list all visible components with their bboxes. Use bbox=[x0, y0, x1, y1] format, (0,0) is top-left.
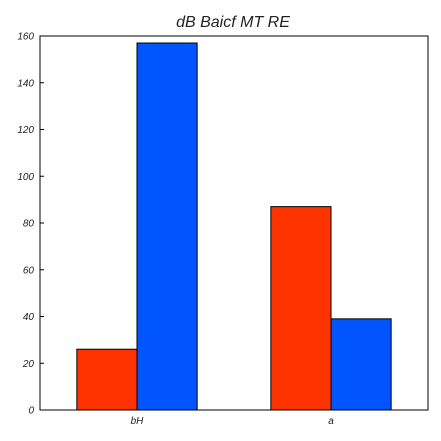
bar-bH-series-2 bbox=[136, 42, 198, 411]
bar-a-series-1 bbox=[270, 206, 332, 411]
y-tick-label: 0 bbox=[28, 406, 34, 417]
y-tick-label: 120 bbox=[17, 125, 34, 136]
x-tick-label: bH bbox=[131, 416, 145, 427]
y-tick-label: 100 bbox=[17, 172, 34, 183]
y-tick-label: 160 bbox=[17, 32, 34, 43]
y-axis: 0 20 40 60 80 100 120 140 160 bbox=[17, 32, 44, 417]
bar-a-series-2 bbox=[330, 318, 392, 411]
x-tick-label: a bbox=[328, 416, 334, 427]
bar-bH-series-1 bbox=[76, 348, 138, 411]
chart-title: dB Baicf MT RE bbox=[176, 14, 290, 31]
y-tick-label: 40 bbox=[23, 312, 35, 323]
y-tick-label: 80 bbox=[23, 219, 35, 230]
bars-group bbox=[76, 42, 392, 411]
y-tick-label: 20 bbox=[22, 359, 35, 370]
y-tick-label: 60 bbox=[23, 265, 35, 276]
y-tick-label: 140 bbox=[17, 78, 34, 89]
